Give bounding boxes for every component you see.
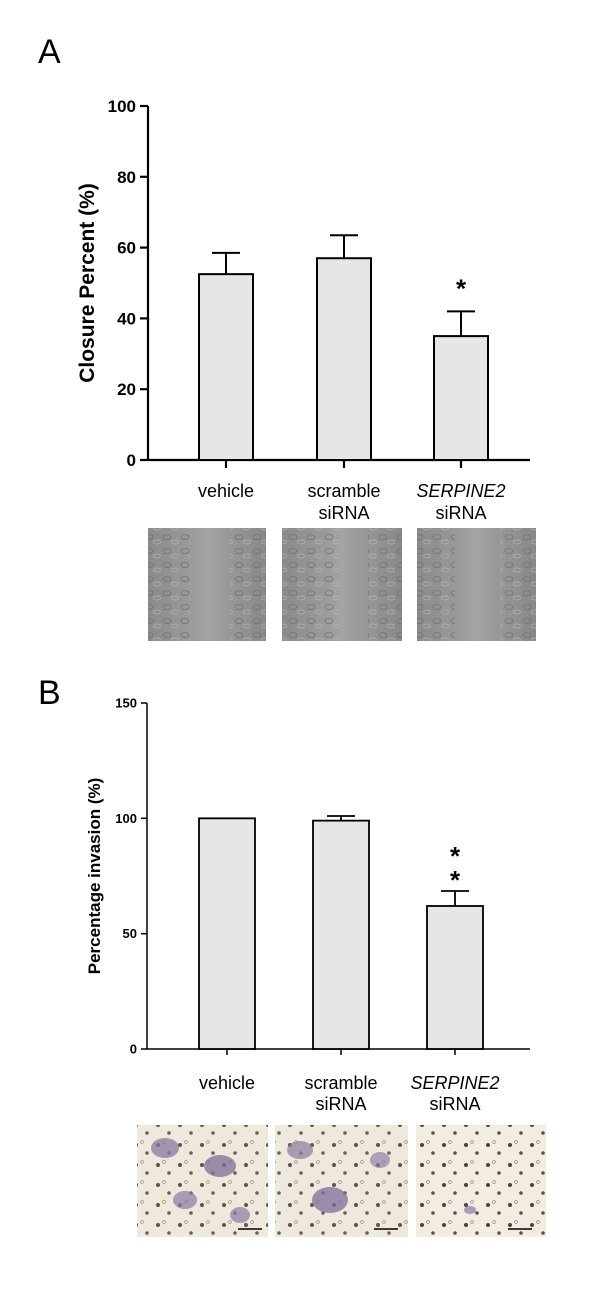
chart-b: 0 50 100 150 Percentage invasion (%) vehicle s… [85,696,530,1114]
chart-b-bar [426,905,484,1050]
panel-b-letter: B [38,674,61,712]
chart-b-bar [312,819,370,1050]
chart-a-y-tick-label: 80 [117,168,136,187]
chart-b-y-tick-label: 100 [115,811,137,826]
wound-healing-micrograph-scramble [282,528,402,641]
chart-a-bar [198,273,254,461]
chart-a-significance-marker: * [456,273,467,303]
chart-a-category-label: SERPINE2 [416,481,505,501]
wound-healing-micrograph-vehicle [148,528,266,641]
chart-a-y-tick-label: 0 [127,451,136,470]
chart-a-bar [433,335,489,462]
chart-a-y-tick-label: 20 [117,380,136,399]
chart-a: 0 20 40 60 80 100 Closure Percent (%) vehicle sc… [76,97,530,523]
chart-a-category-label: scramble [307,481,380,501]
chart-b-y-tick-label: 0 [130,1042,137,1057]
chart-b-category-label: scramble [304,1073,377,1093]
micrograph-row-a [148,528,536,641]
chart-b-category-label: vehicle [199,1073,255,1093]
chart-a-bar [316,257,372,461]
chart-b-y-tick-label: 150 [115,696,137,711]
chart-a-y-tick-label: 100 [108,97,136,116]
chart-b-category-label: siRNA [429,1094,480,1114]
chart-a-category-label: vehicle [198,481,254,501]
chart-a-y-tick-label: 40 [117,309,136,328]
chart-a-category-label: siRNA [435,503,486,523]
chart-b-significance-marker: * [450,841,461,871]
wound-healing-micrograph-serpine2 [417,528,536,641]
chart-a-y-tick-label: 60 [117,239,136,258]
chart-a-category-label: siRNA [318,503,369,523]
chart-b-category-label: siRNA [315,1094,366,1114]
chart-b-y-axis-title: Percentage invasion (%) [85,778,104,975]
invasion-micrograph-serpine2 [416,1125,546,1237]
chart-b-y-tick-label: 50 [123,926,137,941]
micrograph-row-b [137,1125,546,1237]
panel-a-letter: A [38,33,61,71]
chart-b-significance-marker: * [450,865,461,895]
chart-b-bar [198,817,256,1050]
chart-b-category-label: SERPINE2 [410,1073,499,1093]
invasion-micrograph-vehicle [137,1125,268,1237]
chart-a-y-axis-title: Closure Percent (%) [76,183,99,383]
invasion-micrograph-scramble [275,1125,408,1237]
